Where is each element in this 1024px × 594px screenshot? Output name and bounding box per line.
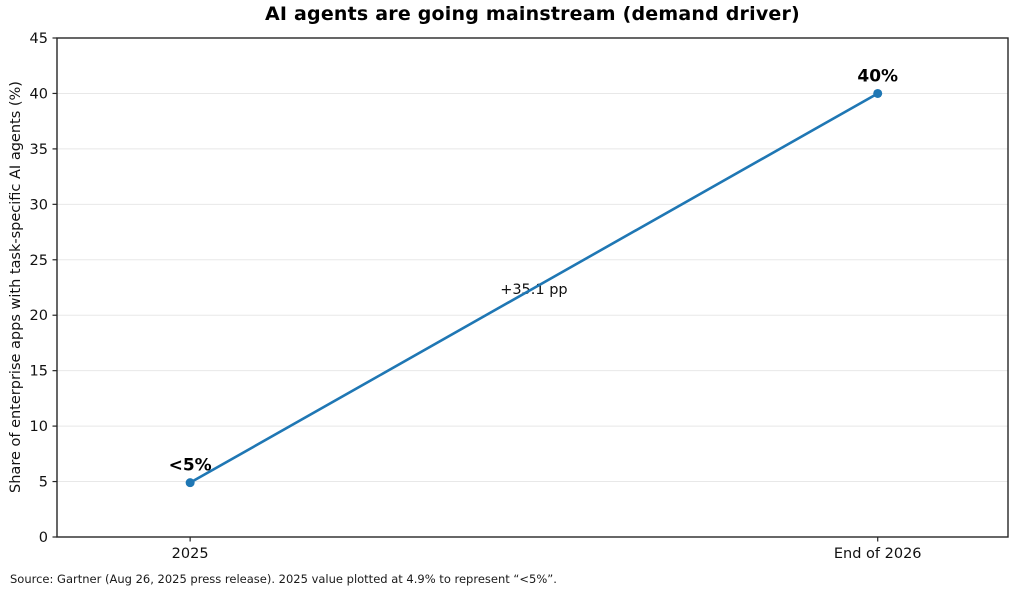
y-tick-label: 0 [39, 530, 48, 546]
y-tick-label: 35 [30, 142, 48, 158]
data-point-marker [873, 88, 883, 98]
delta-annotation: +35.1 pp [500, 282, 567, 298]
x-tick-label: End of 2026 [834, 546, 922, 562]
y-tick-label: 20 [30, 308, 48, 324]
y-tick-label: 30 [30, 197, 48, 213]
data-line [188, 92, 880, 484]
data-point-marker [185, 478, 195, 488]
data-point-label: <5% [169, 456, 212, 476]
plot-frame [56, 37, 1009, 538]
y-tick-label: 40 [30, 86, 48, 102]
x-tick-label: 2025 [172, 546, 209, 562]
y-tick-label: 10 [30, 419, 48, 435]
chart-title: AI agents are going mainstream (demand d… [265, 3, 800, 25]
y-tick-label: 25 [30, 253, 48, 269]
y-tick-label: 5 [39, 475, 48, 491]
source-note: Source: Gartner (Aug 26, 2025 press rele… [10, 572, 557, 586]
data-point-label: 40% [857, 66, 898, 86]
y-tick-label: 45 [30, 31, 48, 47]
y-tick-label: 15 [30, 364, 48, 380]
